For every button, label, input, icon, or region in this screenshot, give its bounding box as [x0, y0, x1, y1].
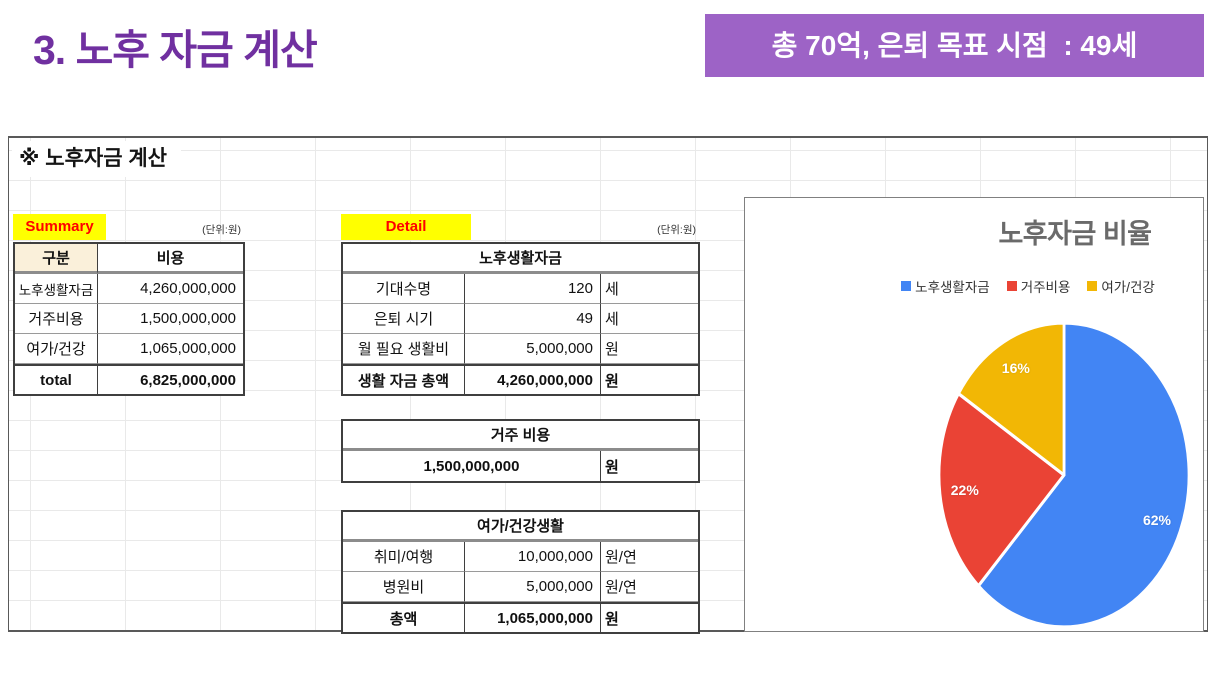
summary-row-label: 노후생활자금	[15, 274, 98, 304]
leisure-row-value: 5,000,000	[465, 572, 601, 602]
housing-value: 1,500,000,000	[343, 451, 601, 481]
pie-chart-panel: 노후자금 비율 노후생활자금 거주비용 여가/건강 62% 22% 16%	[744, 197, 1204, 632]
summary-total-value: 6,825,000,000	[98, 364, 243, 394]
spreadsheet-area: ※ 노후자금 계산 Summary (단위:원) 구분 비용 노후생활자금 4,…	[8, 136, 1208, 634]
summary-row-value: 4,260,000,000	[98, 274, 243, 304]
life-total-value: 4,260,000,000	[465, 364, 601, 394]
summary-row-value: 1,500,000,000	[98, 304, 243, 334]
life-row-value: 49	[465, 304, 601, 334]
detail-unit-note: (단위:원)	[657, 224, 696, 236]
summary-total-label: total	[15, 364, 98, 394]
leisure-row-value: 10,000,000	[465, 542, 601, 572]
legend-label: 거주비용	[1020, 280, 1071, 295]
life-fund-table: 노후생활자금 기대수명 120 세 은퇴 시기 49 세 월 필요 생활비 5,…	[341, 242, 700, 396]
summary-table: 구분 비용 노후생활자금 4,260,000,000 거주비용 1,500,00…	[13, 242, 245, 396]
leisure-health-table: 여가/건강생활 취미/여행 10,000,000 원/연 병원비 5,000,0…	[341, 510, 700, 634]
housing-unit: 원	[605, 458, 619, 476]
leisure-row-unit: 원/연	[601, 542, 698, 572]
pie-slice-label: 22%	[950, 482, 979, 499]
pie-slice-label: 62%	[1142, 511, 1171, 528]
pie-slice-label: 16%	[1001, 360, 1030, 377]
housing-header: 거주 비용	[343, 421, 698, 451]
detail-section-label: Detail	[341, 214, 471, 240]
life-fund-header: 노후생활자금	[343, 244, 698, 274]
legend-item: 여가/건강	[1087, 276, 1155, 296]
legend-swatch-icon	[901, 281, 912, 291]
pie-slice	[939, 391, 1066, 588]
page-title: 3. 노후 자금 계산	[33, 27, 318, 73]
pie-slice	[977, 323, 1189, 627]
summary-col-header: 비용	[98, 244, 243, 274]
life-row-label: 월 필요 생활비	[343, 334, 465, 364]
housing-cost-table: 거주 비용 1,500,000,000 원	[341, 419, 700, 483]
leisure-total-unit: 원	[601, 602, 698, 632]
summary-row-label: 거주비용	[15, 304, 98, 334]
summary-row-value: 1,065,000,000	[98, 334, 243, 364]
legend-label: 노후생활자금	[915, 280, 990, 295]
life-total-unit: 원	[601, 364, 698, 394]
pie-slice	[957, 323, 1066, 477]
legend-item: 거주비용	[1006, 276, 1071, 296]
life-row-label: 기대수명	[343, 274, 465, 304]
life-row-unit: 세	[601, 274, 698, 304]
pie-chart	[939, 323, 1189, 627]
legend-swatch-icon	[1006, 281, 1017, 291]
chart-legend: 노후생활자금 거주비용 여가/건강	[828, 276, 1216, 296]
leisure-row-unit: 원/연	[601, 572, 698, 602]
summary-row-label: 여가/건강	[15, 334, 98, 364]
leisure-row-label: 병원비	[343, 572, 465, 602]
sheet-title: ※ 노후자금 계산	[12, 141, 182, 177]
life-row-value: 120	[465, 274, 601, 304]
summary-col-header: 구분	[15, 244, 98, 274]
life-total-label: 생활 자금 총액	[343, 364, 465, 394]
summary-unit-note: (단위:원)	[202, 224, 241, 236]
leisure-total-label: 총액	[343, 602, 465, 632]
leisure-row-label: 취미/여행	[343, 542, 465, 572]
goal-banner: 총 70억, 은퇴 목표 시점 : 49세	[705, 14, 1204, 77]
leisure-total-value: 1,065,000,000	[465, 602, 601, 632]
life-row-unit: 원	[601, 334, 698, 364]
legend-label: 여가/건강	[1101, 280, 1155, 295]
life-row-value: 5,000,000	[465, 334, 601, 364]
legend-item: 노후생활자금	[901, 276, 990, 296]
life-row-label: 은퇴 시기	[343, 304, 465, 334]
summary-section-label: Summary	[13, 214, 106, 240]
legend-swatch-icon	[1087, 281, 1098, 291]
life-row-unit: 세	[601, 304, 698, 334]
chart-title: 노후자금 비율	[998, 219, 1152, 249]
leisure-header: 여가/건강생활	[343, 512, 698, 542]
